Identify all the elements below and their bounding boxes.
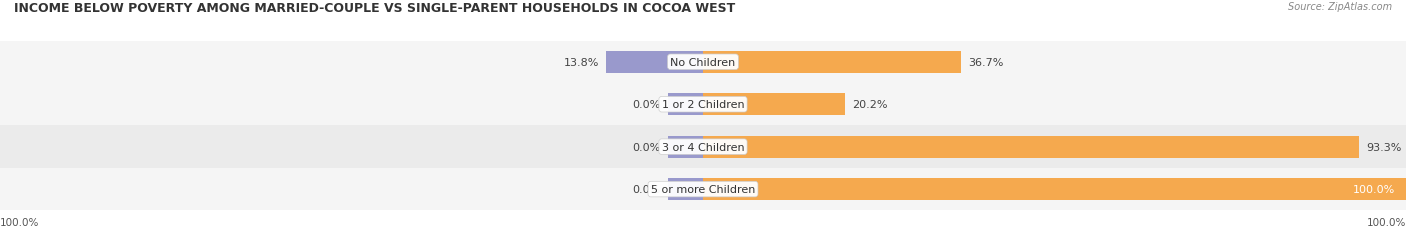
Bar [0,41,1406,84]
Bar [703,52,962,73]
Bar [703,136,1358,158]
Bar [0,84,1406,126]
Bar [668,136,703,158]
Text: 93.3%: 93.3% [1367,142,1402,152]
Bar [668,94,703,116]
Text: 0.0%: 0.0% [633,100,661,110]
Bar [703,94,845,116]
Text: 3 or 4 Children: 3 or 4 Children [662,142,744,152]
Text: 0.0%: 0.0% [633,142,661,152]
Bar [668,178,703,200]
Text: INCOME BELOW POVERTY AMONG MARRIED-COUPLE VS SINGLE-PARENT HOUSEHOLDS IN COCOA W: INCOME BELOW POVERTY AMONG MARRIED-COUPL… [14,2,735,15]
Text: 13.8%: 13.8% [564,58,599,67]
Bar [606,52,703,73]
Bar [0,168,1406,210]
Bar [703,178,1406,200]
Text: Source: ZipAtlas.com: Source: ZipAtlas.com [1288,2,1392,12]
Text: 5 or more Children: 5 or more Children [651,184,755,194]
Bar [0,126,1406,168]
Text: 36.7%: 36.7% [967,58,1004,67]
Text: 100.0%: 100.0% [1353,184,1395,194]
Text: 20.2%: 20.2% [852,100,887,110]
Text: 100.0%: 100.0% [0,217,39,227]
Text: 0.0%: 0.0% [633,184,661,194]
Text: 100.0%: 100.0% [1367,217,1406,227]
Text: No Children: No Children [671,58,735,67]
Text: 1 or 2 Children: 1 or 2 Children [662,100,744,110]
